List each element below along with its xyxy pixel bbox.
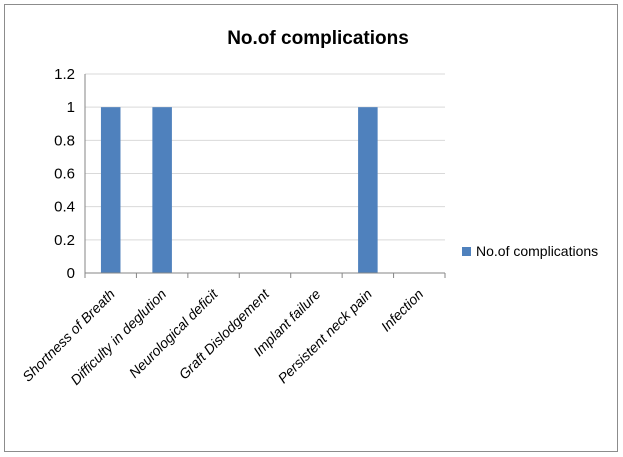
bars <box>100 107 378 274</box>
x-category-label: Graft Dislodgement <box>176 285 273 382</box>
y-axis-ticks: 0 0.2 0.4 0.6 0.8 1 1.2 <box>54 66 75 282</box>
bar <box>152 107 172 274</box>
y-tick-label: 0.6 <box>54 166 75 183</box>
y-tick-label: 0.4 <box>54 199 75 216</box>
x-category-label: Shortness of Breath <box>19 286 118 385</box>
axes <box>84 74 446 278</box>
x-category-label: Neurological deficit <box>126 285 222 381</box>
y-tick-label: 0.8 <box>54 132 75 149</box>
x-category-label: Infection <box>378 286 427 335</box>
y-tick-label: 0.2 <box>54 232 75 249</box>
y-tick-label: 1 <box>67 99 75 116</box>
x-category-label: Difficulty in deglution <box>67 286 169 388</box>
y-tick-label: 0 <box>67 265 75 282</box>
bar <box>100 107 121 274</box>
gridlines <box>85 73 445 241</box>
x-category-label: Persistent neck pain <box>275 286 376 387</box>
legend-swatch <box>462 247 471 256</box>
chart-title: No.of complications <box>227 28 409 49</box>
legend-label: No.of complications <box>476 243 598 259</box>
legend: No.of complications <box>462 243 598 259</box>
y-tick-label: 1.2 <box>54 66 75 83</box>
bar <box>358 107 378 274</box>
